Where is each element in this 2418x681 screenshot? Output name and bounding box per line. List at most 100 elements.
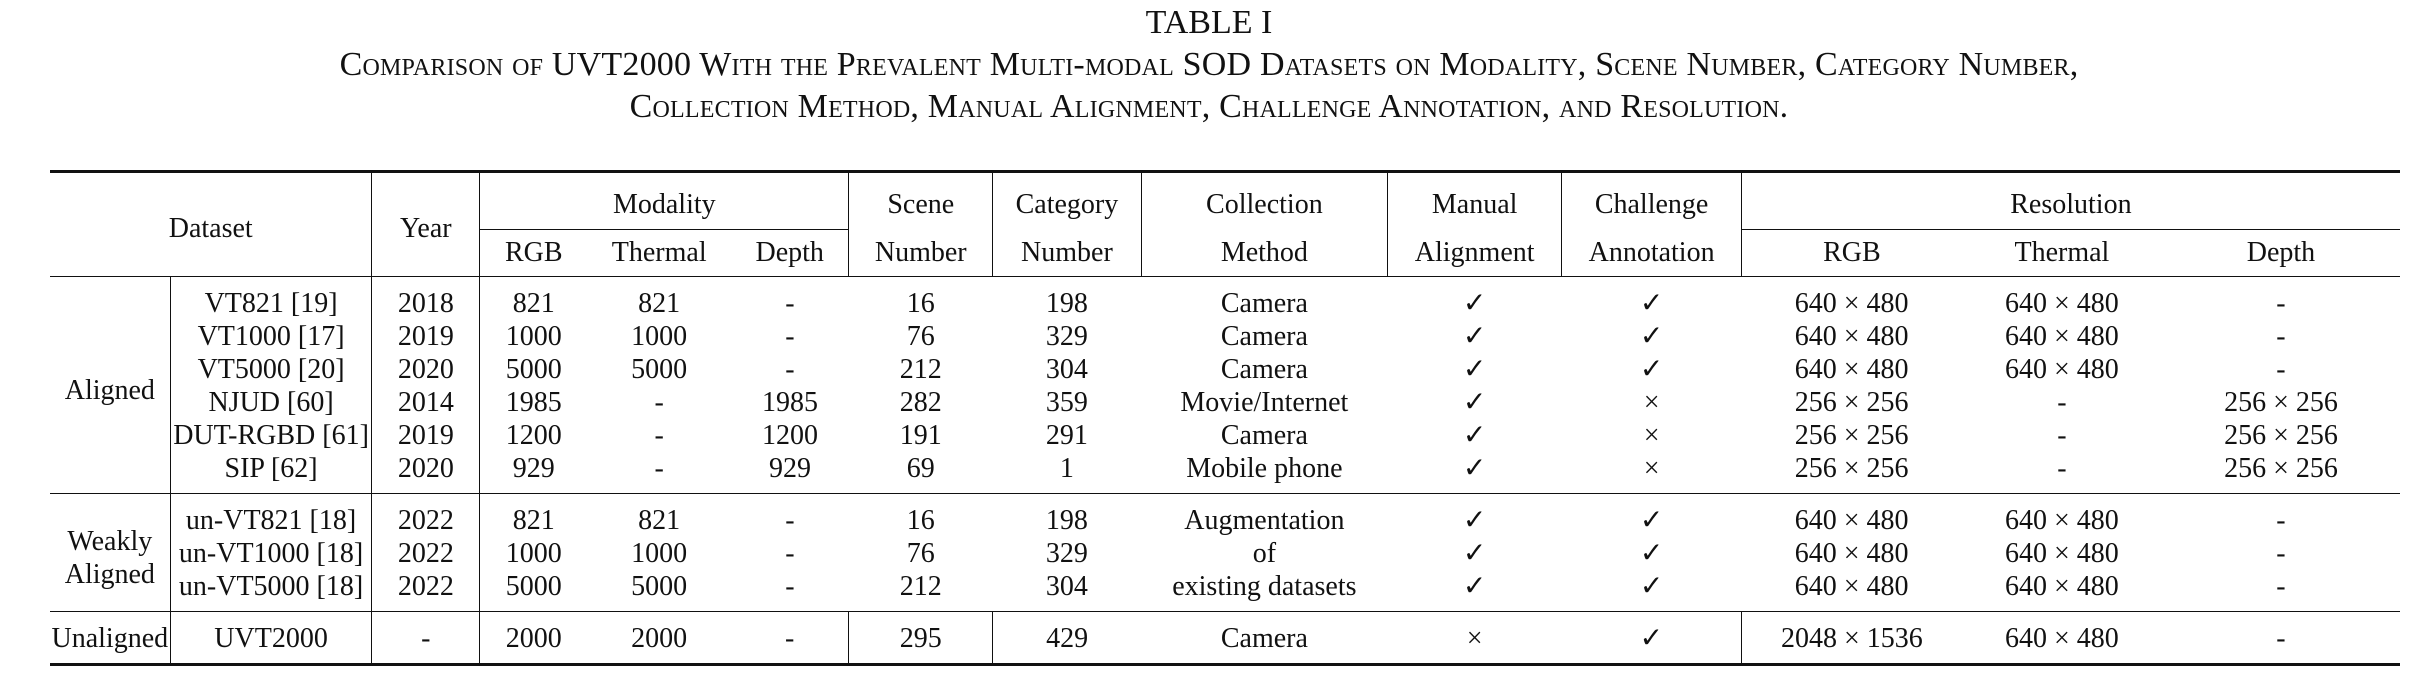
cell-rgb: 2000 xyxy=(479,611,588,665)
header-year: Year xyxy=(371,171,480,277)
cell-category: 198 xyxy=(1045,505,1088,536)
cell-manual: ✓ xyxy=(1462,321,1487,352)
header-category-2: Number xyxy=(992,229,1142,277)
header-resolution: Resolution xyxy=(1740,171,2400,230)
cell-category: 329 xyxy=(1045,321,1088,352)
cell-res-depth: 256 × 256 xyxy=(2224,387,2338,418)
cell-rgb: 5000 xyxy=(479,570,588,612)
cell-category: 304 xyxy=(1045,354,1088,385)
cell-dataset: un-VT821 [18] xyxy=(169,493,372,537)
cell-manual: ✓ xyxy=(1462,420,1487,451)
cell-manual: ✓ xyxy=(1462,354,1487,385)
cell-scene: 76 xyxy=(906,321,935,352)
cell-manual: ✓ xyxy=(1462,505,1487,536)
cell-scene: 16 xyxy=(906,288,935,319)
cell-thermal: - xyxy=(654,387,664,418)
cell-manual: × xyxy=(1466,623,1483,654)
cell-res-depth: - xyxy=(2276,505,2286,536)
cell-dataset: UVT2000 xyxy=(169,611,372,665)
cell-res-depth: - xyxy=(2276,571,2286,602)
cell-res-thermal: 640 × 480 xyxy=(2005,505,2119,536)
cell-method: Augmentation xyxy=(1184,505,1345,536)
cell-scene: 69 xyxy=(906,453,935,484)
cell-dataset: SIP [62] xyxy=(169,452,372,494)
cell-scene: 212 xyxy=(899,571,942,602)
cell-year: 2020 xyxy=(371,452,480,494)
cell-category: 359 xyxy=(1045,387,1088,418)
cell-year: 2022 xyxy=(371,570,480,612)
group-weakly-aligned: Weakly Aligned un-VT821 [18] 2022 821 821… xyxy=(50,493,2400,612)
cell-thermal: 5000 xyxy=(631,571,688,602)
caption-line-1: Comparison of UVT2000 With the Prevalent… xyxy=(339,46,2079,83)
cell-category: 304 xyxy=(1045,571,1088,602)
group-label-line: Unaligned xyxy=(51,623,169,654)
cell-res-depth: - xyxy=(2276,321,2286,352)
cell-res-rgb: 256 × 256 xyxy=(1794,420,1909,451)
cell-rgb: 1000 xyxy=(479,537,588,570)
cell-manual: ✓ xyxy=(1462,453,1487,484)
cell-rgb: 929 xyxy=(479,452,588,494)
cell-thermal: 5000 xyxy=(631,354,688,385)
cell-res-thermal: 640 × 480 xyxy=(2005,623,2119,654)
header-res-thermal: Thermal xyxy=(2014,237,2110,268)
cell-challenge: ✓ xyxy=(1639,538,1664,569)
cell-method: Movie/Internet xyxy=(1180,387,1349,418)
cell-res-depth: 256 × 256 xyxy=(2224,420,2338,451)
cell-manual: ✓ xyxy=(1462,387,1487,418)
cell-challenge: × xyxy=(1643,420,1660,451)
cell-dataset: un-VT5000 [18] xyxy=(169,570,372,612)
group-label-line: Aligned xyxy=(64,558,155,590)
cell-res-thermal: 640 × 480 xyxy=(2005,571,2119,602)
cell-thermal: 1000 xyxy=(631,321,688,352)
group-aligned: Aligned VT821 [19] 2018 821 821 - 16 198… xyxy=(50,276,2400,494)
cell-res-rgb: 640 × 480 xyxy=(1794,354,1909,385)
cell-res-thermal: - xyxy=(2057,387,2067,418)
cell-challenge: × xyxy=(1643,453,1660,484)
header-manual-1: Manual xyxy=(1386,171,1562,230)
cell-scene: 191 xyxy=(899,420,942,451)
cell-res-depth: - xyxy=(2276,538,2286,569)
cell-res-thermal: - xyxy=(2057,453,2067,484)
cell-scene: 295 xyxy=(848,611,993,665)
cell-method: Camera xyxy=(1220,288,1308,319)
cell-thermal: 821 xyxy=(638,288,681,319)
table-caption: TABLE I Comparison of UVT2000 With the P… xyxy=(0,0,2418,128)
cell-challenge: ✓ xyxy=(1639,623,1664,654)
table-row: DUT-RGBD [61] 2019 1200 - 1200 191 291 C… xyxy=(50,419,2400,452)
header-manual-2: Alignment xyxy=(1386,229,1562,277)
table-row: VT5000 [20] 2020 5000 5000 - 212 304 Cam… xyxy=(50,353,2400,386)
table-row: VT1000 [17] 2019 1000 1000 - 76 329 Came… xyxy=(50,320,2400,353)
cell-scene: 282 xyxy=(899,387,942,418)
group-label-line: Aligned xyxy=(64,374,155,406)
table-label: TABLE I xyxy=(1145,4,1273,41)
group-label-aligned: Aligned xyxy=(50,277,170,494)
cell-category: 1 xyxy=(1059,453,1074,484)
cell-year: 2020 xyxy=(371,353,480,386)
cell-thermal: - xyxy=(654,453,664,484)
cell-depth: 1200 xyxy=(761,420,818,451)
cell-method: existing datasets xyxy=(1172,571,1357,602)
cell-depth: - xyxy=(785,623,795,654)
caption-line-2: Collection Method, Manual Alignment, Cha… xyxy=(629,88,1789,125)
table-row: Aligned VT821 [19] 2018 821 821 - 16 198… xyxy=(50,276,2400,406)
header-mod-depth: Depth xyxy=(755,237,824,268)
header-scene-1: Scene xyxy=(848,171,993,230)
header-res-depth: Depth xyxy=(2246,237,2316,268)
header-collection-2: Method xyxy=(1140,229,1388,277)
cell-category: 291 xyxy=(1045,420,1088,451)
cell-year: 2014 xyxy=(371,386,480,419)
cell-res-rgb: 640 × 480 xyxy=(1794,321,1909,352)
header-challenge-1: Challenge xyxy=(1561,171,1742,230)
cell-challenge: ✓ xyxy=(1639,288,1664,319)
cell-rgb: 1000 xyxy=(479,320,588,353)
cell-rgb: 1985 xyxy=(479,386,588,419)
cell-res-rgb: 640 × 480 xyxy=(1794,571,1909,602)
cell-res-thermal: 640 × 480 xyxy=(2005,288,2119,319)
table-row: Weakly Aligned un-VT821 [18] 2022 821 821… xyxy=(50,493,2400,590)
cell-dataset: DUT-RGBD [61] xyxy=(169,419,372,452)
cell-year: 2022 xyxy=(371,537,480,570)
cell-res-rgb: 2048 × 1536 xyxy=(1740,611,1962,665)
header-mod-thermal: Thermal xyxy=(611,237,707,268)
cell-challenge: ✓ xyxy=(1639,321,1664,352)
cell-scene: 212 xyxy=(899,354,942,385)
